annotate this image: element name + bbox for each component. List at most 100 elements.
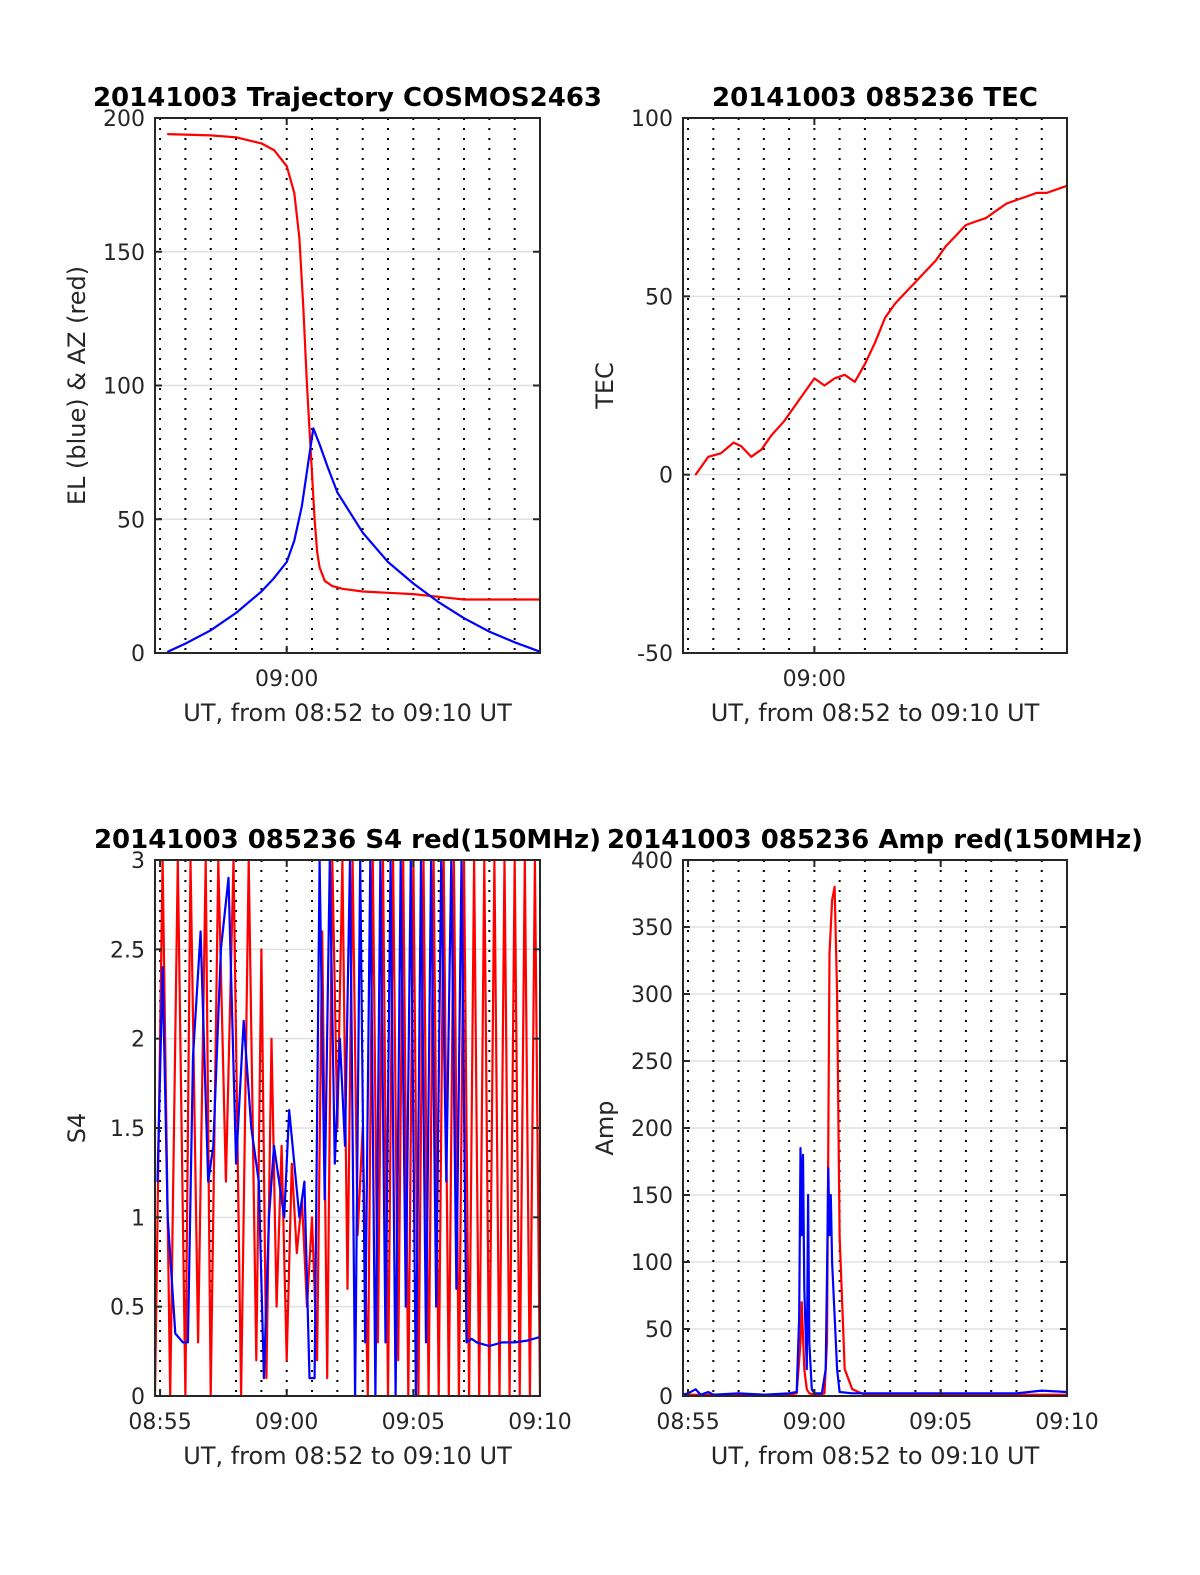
trajectory-ytick-label-4: 200	[103, 107, 145, 132]
s4-red-point-20	[285, 1359, 288, 1362]
s4-y-axis-label: S4	[63, 1113, 91, 1144]
trajectory-blue-point-12	[326, 465, 329, 467]
amp-red-point-9	[806, 1388, 808, 1391]
amp-red-point-16	[831, 899, 833, 901]
tec-ytick-label-2: 50	[645, 285, 673, 310]
amp-blue-point-35	[1040, 1389, 1043, 1392]
tec-red-point-27	[975, 220, 977, 223]
amp-blue-point-27	[833, 1314, 836, 1317]
s4-red-point-17	[270, 1037, 273, 1040]
trajectory-red-point-3	[260, 142, 263, 145]
trajectory-blue-point-3	[235, 612, 237, 614]
tec-red-point-35	[1056, 188, 1058, 191]
trajectory-red-point-4	[273, 149, 275, 151]
amp-blue-point-28	[836, 1368, 838, 1370]
trajectory-red-point-18	[387, 592, 389, 594]
amp-blue-point-16	[807, 1194, 809, 1196]
tec-red-point-24	[944, 245, 947, 248]
trajectory-red-point-1	[209, 134, 212, 137]
tec-red-point-21	[914, 281, 917, 283]
tec-red-point-16	[864, 363, 866, 365]
s4-blue-point-32	[344, 1145, 346, 1147]
amp-blue-point-17	[808, 1341, 811, 1344]
trajectory-blue-point-8	[301, 505, 303, 507]
trajectory-red-point-17	[361, 590, 364, 593]
trajectory-blue-point-18	[463, 617, 465, 619]
trajectory-x-axis-label: UT, from 08:52 to 09:10 UT	[183, 699, 512, 727]
tec-panel: -50 0 50 100 09:00 20141003 085236 TEC UT, f…	[591, 83, 1068, 727]
s4-blue-point-60	[501, 1341, 503, 1344]
amp-ticks: 0 50 100 150 200 250 300 350 400 08:55 09:00 09:05 0…	[631, 849, 1099, 1435]
tec-ytick-label-0: -50	[637, 642, 673, 667]
amp-ytick-label-2: 100	[631, 1251, 673, 1276]
s4-red-point-19	[280, 1145, 283, 1147]
trajectory-blue-point-14	[361, 531, 364, 534]
trajectory-red-point-23	[488, 598, 491, 601]
s4-blue-point-18	[273, 1145, 275, 1147]
s4-blue-point-23	[298, 1216, 301, 1219]
s4-red-point-32	[346, 1288, 349, 1290]
s4-blue-point-10	[220, 948, 222, 951]
s4-ticks: 0 0.5 1 1.5 2 2.5 3 08:55 09:00 09:05 09:10	[110, 849, 572, 1435]
trajectory-blue-point-6	[285, 561, 288, 563]
tec-red-point-9	[793, 406, 795, 408]
tec-grid	[683, 295, 1067, 476]
s4-blue-point-61	[513, 1341, 516, 1344]
s4-blue-point-12	[235, 1162, 237, 1165]
s4-blue-point-40	[384, 1341, 387, 1344]
s4-red-point-22	[296, 1252, 298, 1254]
amp-red-point-8	[803, 1368, 806, 1370]
amp-xtick-label-2: 09:05	[909, 1410, 972, 1435]
s4-red-point-27	[321, 930, 324, 933]
trajectory-red-point-7	[298, 237, 301, 240]
s4-blue-point-19	[278, 1180, 280, 1183]
trajectory-red-point-21	[450, 597, 453, 599]
s4-ytick-label-2: 1	[131, 1206, 145, 1231]
trajectory-blue-point-5	[273, 577, 275, 579]
s4-x-axis-label: UT, from 08:52 to 09:10 UT	[183, 1442, 512, 1470]
s4-blue-point-36	[364, 1341, 367, 1344]
trajectory-red-point-5	[285, 165, 288, 167]
amp-red-point-20	[843, 1368, 846, 1370]
s4-blue-point-57	[470, 1338, 473, 1340]
s4-ytick-label-1: 0.5	[110, 1296, 145, 1321]
amp-panel: 0 50 100 150 200 250 300 350 400 08:55 09:00 09:05 0…	[591, 825, 1143, 1470]
s4-xtick-label-3: 09:10	[508, 1410, 571, 1435]
amp-ytick-label-6: 300	[631, 983, 673, 1008]
tec-red-point-6	[760, 448, 763, 451]
tec-red-point-2	[720, 452, 722, 455]
s4-blue-point-28	[323, 1198, 326, 1201]
tec-ticks: -50 0 50 100 09:00	[631, 107, 1067, 692]
tec-red-point-28	[985, 217, 987, 219]
amp-blue-point-2	[694, 1388, 697, 1391]
s4-blue-point-4	[182, 1341, 184, 1344]
s4-blue-point-52	[445, 1180, 448, 1183]
amp-red-point-10	[808, 1392, 811, 1395]
amp-ytick-label-1: 50	[645, 1318, 673, 1343]
trajectory-blue-point-20	[513, 641, 516, 644]
tec-red-point-31	[1015, 199, 1018, 201]
amp-ytick-label-3: 150	[631, 1184, 673, 1209]
amp-y-axis-label: Amp	[591, 1100, 619, 1155]
amp-blue-point-4	[707, 1391, 710, 1393]
trajectory-y-axis-label: EL (blue) & AZ (red)	[63, 266, 91, 505]
s4-blue-point-22	[293, 1162, 296, 1165]
trajectory-red-point-2	[235, 136, 237, 139]
tec-red-point-1	[707, 456, 710, 458]
tec-red-point-25	[955, 234, 957, 237]
amp-red-point-13	[823, 1392, 826, 1395]
s4-series-blue-line	[156, 860, 540, 1396]
s4-panel: 0 0.5 1 1.5 2 2.5 3 08:55 09:00 09:05 09:10 201410…	[63, 825, 601, 1470]
tec-red-point-32	[1025, 195, 1028, 198]
amp-blue-point-10	[798, 1314, 800, 1317]
tec-red-point-10	[803, 391, 806, 394]
amp-ytick-label-8: 400	[631, 849, 673, 874]
s4-blue-point-56	[465, 1341, 468, 1344]
trajectory-blue-point-4	[260, 590, 263, 593]
trajectory-series	[166, 133, 540, 653]
s4-ytick-label-4: 2	[131, 1028, 145, 1053]
tec-red-point-19	[894, 302, 896, 305]
amp-blue-point-13	[802, 1154, 804, 1156]
amp-blue-point-25	[830, 1194, 832, 1196]
s4-blue-point-31	[339, 1037, 341, 1040]
